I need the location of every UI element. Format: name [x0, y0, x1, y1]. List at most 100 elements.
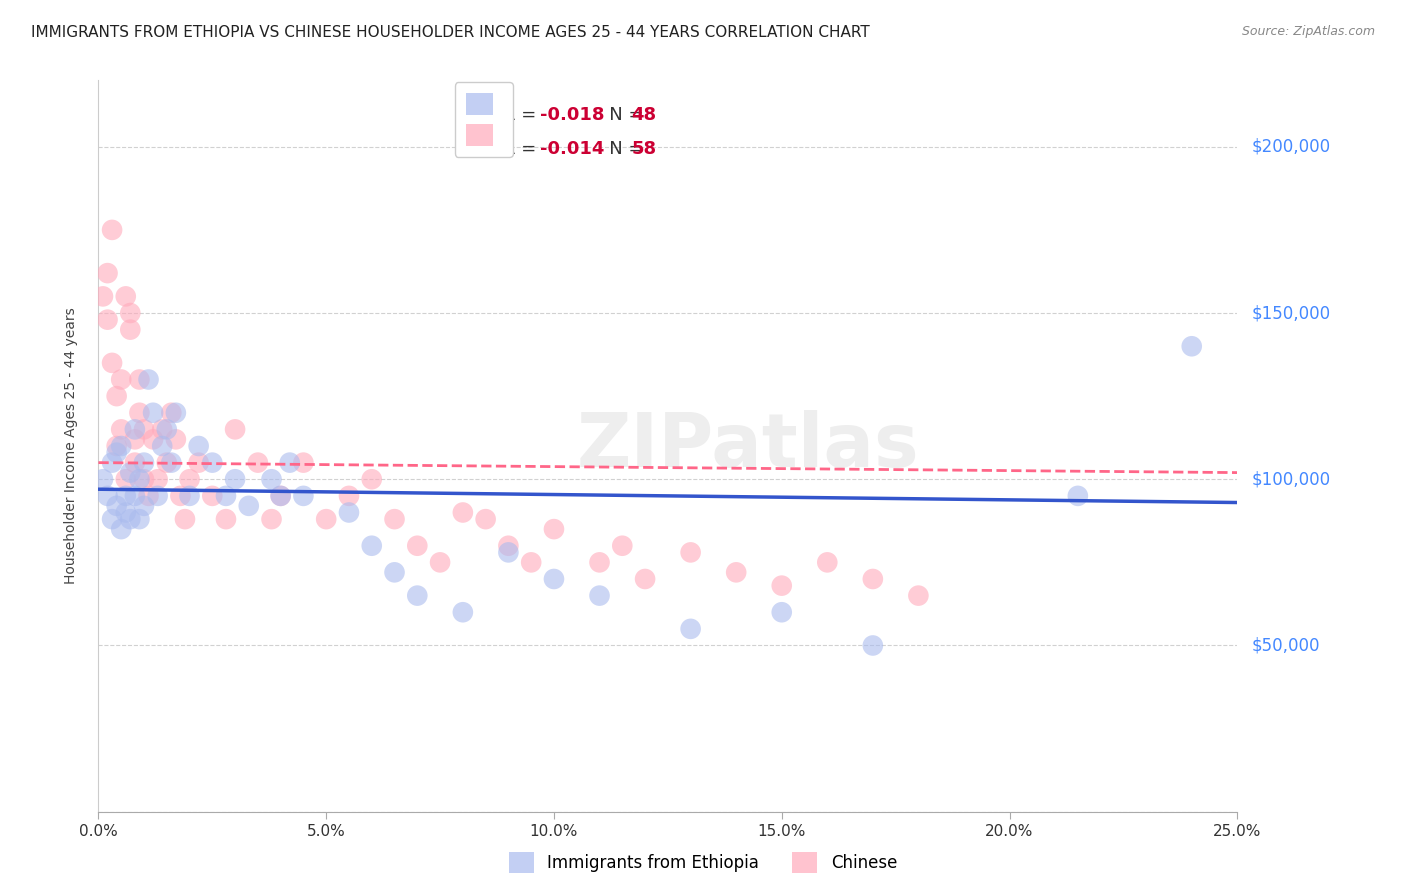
- Point: [165, 406, 187, 420]
- Text: N =: N =: [592, 140, 648, 158]
- Point: [174, 512, 197, 526]
- Point: [114, 472, 136, 486]
- Point: [110, 522, 132, 536]
- Point: [142, 433, 165, 447]
- Point: [101, 456, 124, 470]
- Point: [429, 555, 451, 569]
- Point: [165, 433, 187, 447]
- Point: [815, 555, 838, 569]
- Point: [110, 372, 132, 386]
- Text: $200,000: $200,000: [1251, 137, 1330, 156]
- Point: [132, 456, 155, 470]
- Y-axis label: Householder Income Ages 25 - 44 years: Householder Income Ages 25 - 44 years: [63, 308, 77, 584]
- Point: [770, 579, 793, 593]
- Point: [270, 489, 292, 503]
- Legend: , : ,: [454, 82, 513, 157]
- Point: [124, 433, 146, 447]
- Point: [725, 566, 748, 580]
- Point: [169, 489, 191, 503]
- Point: [146, 472, 169, 486]
- Point: [105, 439, 128, 453]
- Text: -0.014: -0.014: [540, 140, 605, 158]
- Point: [187, 439, 209, 453]
- Point: [1067, 489, 1090, 503]
- Text: 58: 58: [631, 140, 657, 158]
- Text: Source: ZipAtlas.com: Source: ZipAtlas.com: [1241, 25, 1375, 38]
- Point: [124, 422, 146, 436]
- Point: [520, 555, 543, 569]
- Legend: Immigrants from Ethiopia, Chinese: Immigrants from Ethiopia, Chinese: [502, 846, 904, 880]
- Point: [96, 489, 118, 503]
- Point: [120, 466, 142, 480]
- Point: [337, 489, 360, 503]
- Point: [612, 539, 634, 553]
- Point: [105, 389, 128, 403]
- Point: [907, 589, 929, 603]
- Point: [114, 289, 136, 303]
- Point: [132, 499, 155, 513]
- Point: [101, 356, 124, 370]
- Point: [292, 489, 315, 503]
- Point: [114, 506, 136, 520]
- Point: [337, 506, 360, 520]
- Point: [406, 539, 429, 553]
- Point: [270, 489, 292, 503]
- Point: [238, 499, 260, 513]
- Point: [588, 555, 610, 569]
- Point: [543, 522, 565, 536]
- Point: [543, 572, 565, 586]
- Point: [132, 472, 155, 486]
- Point: [105, 445, 128, 459]
- Point: [260, 512, 283, 526]
- Point: [142, 406, 165, 420]
- Text: $150,000: $150,000: [1251, 304, 1330, 322]
- Point: [179, 472, 201, 486]
- Point: [138, 489, 160, 503]
- Point: [124, 489, 146, 503]
- Point: [101, 512, 124, 526]
- Point: [101, 223, 124, 237]
- Point: [201, 489, 224, 503]
- Point: [160, 406, 183, 420]
- Text: $50,000: $50,000: [1251, 637, 1320, 655]
- Point: [128, 406, 150, 420]
- Point: [128, 472, 150, 486]
- Point: [179, 489, 201, 503]
- Point: [150, 439, 173, 453]
- Point: [451, 605, 474, 619]
- Text: R =: R =: [503, 106, 541, 124]
- Text: ZIPatlas: ZIPatlas: [576, 409, 920, 483]
- Point: [278, 456, 301, 470]
- Point: [110, 422, 132, 436]
- Point: [128, 372, 150, 386]
- Point: [360, 539, 382, 553]
- Point: [498, 545, 520, 559]
- Text: N =: N =: [592, 106, 648, 124]
- Point: [588, 589, 610, 603]
- Point: [114, 489, 136, 503]
- Point: [91, 289, 114, 303]
- Point: [315, 512, 337, 526]
- Point: [124, 456, 146, 470]
- Point: [498, 539, 520, 553]
- Point: [96, 312, 118, 326]
- Point: [474, 512, 496, 526]
- Point: [634, 572, 657, 586]
- Point: [215, 489, 238, 503]
- Point: [187, 456, 209, 470]
- Point: [224, 472, 246, 486]
- Point: [156, 422, 179, 436]
- Point: [862, 639, 884, 653]
- Point: [96, 266, 118, 280]
- Point: [451, 506, 474, 520]
- Point: [679, 622, 702, 636]
- Point: [862, 572, 884, 586]
- Point: [105, 499, 128, 513]
- Point: [160, 456, 183, 470]
- Point: [120, 323, 142, 337]
- Point: [132, 422, 155, 436]
- Text: R =: R =: [503, 140, 541, 158]
- Point: [215, 512, 238, 526]
- Point: [201, 456, 224, 470]
- Point: [384, 512, 406, 526]
